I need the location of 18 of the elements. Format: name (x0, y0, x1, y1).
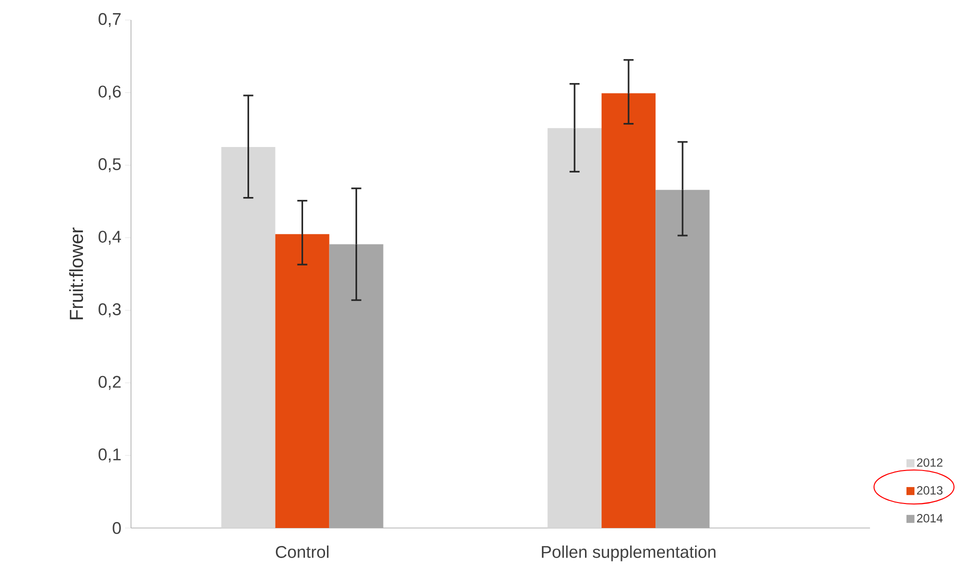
legend-label: 2014 (917, 514, 943, 522)
y-tick-label: 0,1 (98, 448, 121, 462)
bar (548, 128, 602, 528)
bar (602, 93, 656, 528)
legend-label: 2013 (917, 486, 943, 495)
legend-label: 2012 (917, 458, 942, 467)
y-tick-label: 0,4 (98, 230, 121, 245)
y-tick-label: 0 (112, 522, 121, 534)
y-tick-label: 0,2 (98, 376, 121, 390)
x-tick-label: Pollen supplementation (542, 546, 716, 562)
y-tick-label: 0,6 (98, 86, 121, 100)
y-axis-title: Fruit:flower (69, 228, 84, 320)
bar (275, 234, 330, 528)
y-tick-label: 0,7 (98, 13, 121, 28)
bar (221, 147, 276, 528)
y-tick-label: 0,5 (98, 158, 121, 172)
x-tick-label: Control (276, 546, 328, 558)
y-tick-label: 0,3 (98, 303, 121, 318)
